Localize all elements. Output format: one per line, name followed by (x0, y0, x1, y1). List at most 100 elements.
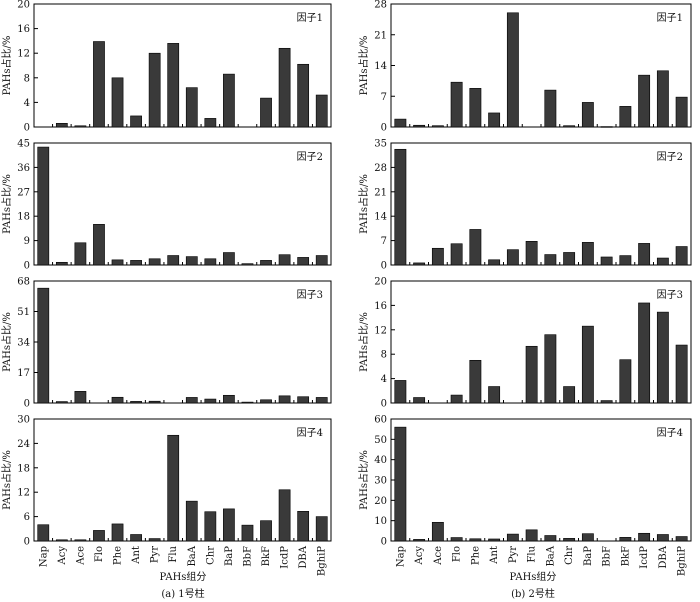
y-tick-label: 45 (17, 139, 30, 150)
category-label-bkf: BkF (620, 546, 631, 566)
y-tick-label: 8 (381, 350, 387, 361)
bar-bap (581, 102, 594, 128)
y-axis-label: PAHs占比/% (357, 36, 370, 96)
y-tick-label: 51 (17, 307, 30, 318)
bar-baa (185, 397, 198, 404)
y-axis-label: PAHs占比/% (0, 36, 13, 96)
bar-bkf (619, 106, 632, 128)
bar-dba (297, 257, 310, 266)
y-tick-label: 7 (381, 92, 387, 103)
bar-bkf (260, 260, 272, 266)
category-label-bap: BaP (583, 546, 594, 566)
caption-column-1: (a) 1号柱 (161, 587, 204, 600)
category-label-ace: Ace (75, 546, 86, 566)
bar-bap (223, 508, 235, 542)
y-tick-label: 68 (17, 277, 30, 288)
chart-panels: 0 4 8 12 16 20 因子1 PAHs占比/% 0 9 18 27 36 45 因子2 PAHs占比/… (0, 0, 692, 576)
bar-phe (469, 538, 482, 542)
bar-phe (111, 396, 124, 404)
bar-bkf (260, 399, 272, 404)
bar-nap (394, 118, 407, 128)
bar-chr (204, 398, 217, 404)
y-tick-label: 20 (374, 277, 387, 288)
bar-chr (563, 538, 576, 542)
y-tick-label: 12 (374, 325, 387, 336)
y-tick-label: 10 (374, 516, 387, 527)
bar-ant (488, 112, 501, 128)
factor-label: 因子1 (297, 12, 323, 24)
bar-phe (469, 359, 482, 404)
bar-phe (111, 523, 124, 542)
y-tick-label: 28 (374, 0, 387, 11)
bar-dba (656, 311, 669, 404)
bar-ant (488, 538, 501, 542)
bar-pyr (148, 52, 161, 128)
bar-ace (74, 391, 87, 404)
bar-ant (488, 259, 501, 266)
bar-acy (55, 261, 68, 266)
category-label-bkf: BkF (261, 546, 272, 566)
category-label-icdp: IcdP (639, 546, 650, 569)
bar-dba (656, 257, 669, 266)
bar-bap (581, 533, 594, 542)
panel-1-factor-4: 0 6 12 18 24 30 因子4 PAHs占比/% Nap Acy Ace Flo Phe Ant P… (0, 415, 332, 576)
bar-dba (297, 511, 310, 542)
bar-bbf (241, 401, 254, 404)
bar-flu (525, 529, 538, 542)
bar-bghip (675, 246, 688, 266)
bar-icdp (638, 532, 651, 542)
y-tick-label: 6 (24, 512, 30, 523)
category-label-dba: DBA (298, 545, 309, 568)
bar-icdp (278, 489, 291, 542)
y-tick-label: 24 (17, 439, 30, 450)
y-tick-label: 0 (24, 537, 30, 548)
bar-ant (130, 534, 142, 542)
x-axis-label-left: PAHs组分 (160, 570, 207, 583)
y-tick-label: 21 (374, 30, 387, 41)
bar-ace (74, 539, 87, 542)
bar-dba (656, 534, 669, 542)
y-tick-label: 21 (374, 187, 387, 198)
y-axis-label: PAHs占比/% (0, 174, 13, 234)
category-label-icdp: IcdP (280, 546, 291, 569)
caption-column-2: (b) 2号柱 (511, 587, 555, 600)
y-tick-label: 0 (381, 399, 387, 410)
bar-ace (74, 125, 87, 128)
bar-bbf (600, 126, 613, 128)
category-label-nap: Nap (38, 546, 49, 567)
bar-bkf (619, 537, 632, 542)
bar-pyr (148, 400, 161, 404)
y-tick-label: 40 (374, 455, 387, 466)
bar-acy (413, 397, 426, 404)
bar-chr (563, 252, 576, 266)
bar-flu (167, 255, 180, 266)
bar-bap (223, 394, 235, 404)
category-label-flo: Flo (94, 546, 105, 562)
factor-label: 因子3 (657, 289, 683, 301)
bar-icdp (638, 74, 651, 128)
bar-bbf (241, 524, 254, 542)
category-label-flo: Flo (452, 546, 463, 562)
bar-acy (413, 539, 426, 542)
y-tick-label: 0 (24, 399, 30, 410)
bar-flu (167, 434, 180, 542)
bar-baa (544, 89, 557, 128)
bar-ace (431, 247, 444, 266)
panel-2-factor-4: 0 10 20 30 40 50 60 因子4 PAHs占比/% Nap Acy Ace Flo Phe A… (357, 415, 692, 576)
bar-chr (204, 118, 217, 128)
bar-nap (394, 426, 407, 542)
y-tick-label: 0 (24, 123, 30, 134)
bar-bghip (315, 255, 328, 266)
bar-dba (297, 396, 310, 404)
factor-label: 因子4 (657, 427, 683, 439)
bar-acy (55, 123, 68, 128)
category-label-chr: Chr (205, 546, 216, 565)
category-label-ace: Ace (433, 546, 444, 566)
y-tick-label: 8 (24, 73, 30, 84)
bar-bkf (619, 255, 632, 266)
x-axis-label-right: PAHs组分 (510, 570, 557, 583)
bar-flo (93, 41, 105, 128)
bar-pyr (148, 538, 161, 542)
panel-2-factor-3: 0 4 8 12 16 20 因子3 PAHs占比/% (357, 277, 692, 410)
